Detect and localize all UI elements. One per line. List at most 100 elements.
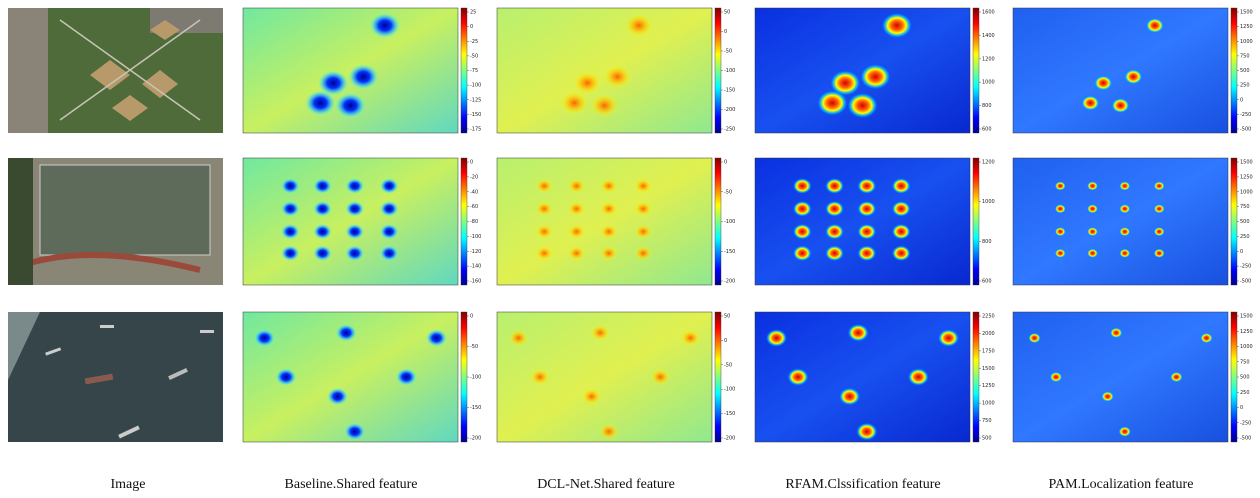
activation-blob (396, 368, 418, 386)
colorbar-tick-label: 50 (724, 314, 730, 320)
activation-blob (327, 388, 349, 406)
colorbar-tick-label: -200 (470, 436, 481, 442)
activation-blob (1087, 227, 1099, 237)
colorbar-tick-label: 1000 (1240, 39, 1253, 45)
colorbar-tick-label: -150 (724, 88, 735, 94)
colorbar-tick-label: 1750 (982, 348, 995, 354)
activation-blob (281, 224, 300, 240)
activation-blob (1200, 333, 1213, 344)
activation-blob (560, 91, 588, 114)
colorbar (973, 158, 979, 285)
activation-blob (1028, 333, 1041, 344)
colorbar-tick-label: 0 (470, 160, 473, 166)
activation-blob (335, 324, 357, 342)
colorbar-tick-label: 1000 (982, 80, 995, 86)
photo-courts (8, 158, 223, 285)
colorbar-tick-label: 1500 (982, 366, 995, 372)
colorbar-tick-label: 750 (982, 418, 992, 424)
colorbar-tick-label: -50 (724, 362, 732, 368)
activation-blob (582, 388, 601, 404)
activation-blob (1050, 372, 1063, 383)
colorbar-tick-label: 1000 (982, 401, 995, 407)
column-caption: DCL-Net.Shared feature (537, 477, 675, 492)
activation-blob (635, 246, 652, 260)
colorbar-tick-label: 500 (1240, 375, 1250, 381)
colorbar-tick-label: 800 (982, 103, 992, 109)
activation-blob (892, 245, 911, 261)
colorbar-tick-label: 0 (1240, 249, 1243, 255)
colorbar-tick-label: 600 (982, 279, 992, 285)
colorbar-tick-label: -50 (724, 189, 732, 195)
feature-map (755, 158, 970, 285)
colorbar-tick-label: 1250 (982, 383, 995, 389)
activation-blob (568, 224, 585, 238)
colorbar-tick-label: 2250 (982, 314, 995, 320)
activation-blob (847, 324, 869, 342)
activation-blob (509, 330, 528, 346)
colorbar-tick-label: 1200 (982, 160, 995, 166)
activation-blob (681, 330, 700, 346)
activation-blob (1055, 248, 1067, 258)
colorbar-tick-label: -150 (724, 249, 735, 255)
photo-ships (8, 312, 223, 442)
activation-blob (281, 178, 300, 194)
activation-blob (1111, 98, 1130, 114)
activation-blob (1119, 227, 1131, 237)
colorbar-tick-label: -25 (470, 39, 478, 45)
colorbar (715, 158, 721, 285)
activation-blob (857, 224, 876, 240)
activation-blob (1153, 248, 1165, 258)
colorbar-tick-label: -150 (724, 411, 735, 417)
photo-park (8, 8, 223, 133)
colorbar-tick-label: -160 (470, 279, 481, 285)
activation-blob (860, 64, 891, 90)
colorbar-tick-label: 1250 (1240, 174, 1253, 180)
activation-blob (635, 224, 652, 238)
activation-blob (651, 369, 670, 385)
activation-blob (1119, 181, 1131, 191)
activation-blob (1094, 75, 1113, 91)
colorbar-tick-label: -250 (1240, 420, 1251, 426)
colorbar-tick-label: 1400 (982, 33, 995, 39)
colorbar (1231, 8, 1237, 133)
colorbar-tick-label: -50 (470, 53, 478, 59)
colorbar-tick-label: 0 (724, 29, 727, 35)
colorbar-tick-label: -75 (470, 68, 478, 74)
activation-blob (313, 201, 332, 217)
activation-blob (536, 246, 553, 260)
colorbar-tick-label: 50 (724, 10, 730, 16)
colorbar (1231, 312, 1237, 442)
colorbar-tick-label: -200 (724, 279, 735, 285)
activation-blob (536, 179, 553, 193)
colorbar-tick-label: 2000 (982, 331, 995, 337)
colorbar-tick-label: 750 (1240, 359, 1250, 365)
colorbar-tick-label: -150 (470, 112, 481, 118)
activation-blob (793, 224, 812, 240)
activation-blob (275, 368, 297, 386)
colorbar-tick-label: -60 (470, 204, 478, 210)
activation-blob (847, 93, 878, 119)
activation-blob (1153, 227, 1165, 237)
colorbar-tick-label: 1500 (1240, 160, 1253, 166)
colorbar-tick-label: 750 (1240, 204, 1250, 210)
colorbar-tick-label: -250 (1240, 264, 1251, 270)
activation-blob (1118, 426, 1131, 437)
activation-blob (281, 201, 300, 217)
colorbar-tick-label: 1000 (1240, 344, 1253, 350)
colorbar (715, 8, 721, 133)
activation-blob (536, 202, 553, 216)
colorbar-tick-label: -120 (470, 249, 481, 255)
colorbar-tick-label: -500 (1240, 436, 1251, 442)
colorbar-tick-label: 600 (982, 127, 992, 133)
activation-blob (536, 224, 553, 238)
activation-blob (1087, 204, 1099, 214)
activation-blob (635, 202, 652, 216)
activation-blob (335, 93, 366, 119)
activation-blob (857, 178, 876, 194)
activation-blob (857, 245, 876, 261)
activation-blob (892, 201, 911, 217)
activation-blob (305, 90, 336, 116)
colorbar-tick-label: -500 (1240, 127, 1251, 133)
colorbar-tick-label: 500 (982, 436, 992, 442)
colorbar (973, 312, 979, 442)
